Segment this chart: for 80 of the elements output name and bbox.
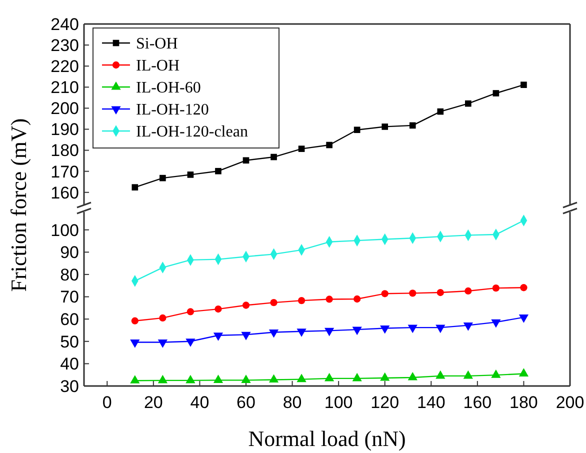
y-tick-label: 220 <box>50 57 79 76</box>
point <box>492 90 500 96</box>
point <box>409 290 416 297</box>
y-tick-label: 100 <box>50 220 79 240</box>
point <box>408 372 418 380</box>
point <box>298 297 306 304</box>
y-tick-label: 170 <box>50 162 79 182</box>
point <box>520 284 528 292</box>
y-tick-label: 50 <box>60 332 79 352</box>
point <box>464 287 472 295</box>
point <box>436 370 446 379</box>
legend-label: Si-OH <box>136 36 178 53</box>
point <box>186 308 194 316</box>
point <box>270 154 277 160</box>
point <box>491 370 501 378</box>
point <box>214 305 222 313</box>
point <box>131 317 138 324</box>
point <box>187 172 194 178</box>
point <box>158 374 168 384</box>
point <box>296 374 306 382</box>
point <box>382 124 388 130</box>
point <box>436 288 444 296</box>
point <box>242 157 250 164</box>
x-tick-label: 100 <box>324 393 353 412</box>
point <box>326 142 332 148</box>
y-tick-label: 240 <box>50 14 79 34</box>
point <box>326 296 333 303</box>
x-tick-label: 200 <box>556 393 584 412</box>
point <box>298 146 305 152</box>
x-tick-label: 60 <box>236 393 256 412</box>
y-tick-label: 210 <box>50 78 79 98</box>
point <box>437 108 444 115</box>
y-tick-label: 60 <box>60 310 79 330</box>
y-tick-label: 30 <box>60 376 79 396</box>
x-tick-label: 20 <box>144 393 163 412</box>
point <box>130 375 140 384</box>
point <box>132 184 138 190</box>
y-tick-label: 200 <box>50 99 79 118</box>
point <box>518 368 529 377</box>
y-tick-label: 40 <box>60 354 79 374</box>
point <box>381 290 388 298</box>
point <box>352 372 362 382</box>
point <box>324 372 334 382</box>
x-tick-label: 0 <box>102 393 112 412</box>
y-tick-label: 160 <box>50 183 79 202</box>
point <box>215 168 222 174</box>
legend-label: IL-OH-120 <box>136 102 209 119</box>
y-tick-label: 70 <box>60 288 79 307</box>
point <box>186 374 196 384</box>
point <box>270 299 278 306</box>
x-tick-label: 140 <box>416 393 446 412</box>
x-tick-label: 80 <box>282 393 302 412</box>
point <box>242 302 250 309</box>
y-tick-label: 180 <box>50 141 79 160</box>
legend-label: IL-OH-60 <box>136 80 201 97</box>
y-tick-label: 230 <box>50 36 79 55</box>
y-tick-label: 80 <box>60 265 79 284</box>
x-tick-label: 40 <box>190 393 210 412</box>
point <box>354 295 361 303</box>
point <box>409 122 416 129</box>
x-tick-label: 120 <box>370 393 400 412</box>
point <box>463 370 473 379</box>
point <box>159 314 166 322</box>
legend-label: IL-OH <box>136 58 180 75</box>
x-axis-title: Normal load (nN) <box>248 426 406 451</box>
point <box>268 374 279 383</box>
y-tick-label: 90 <box>60 243 79 262</box>
point <box>160 174 166 182</box>
point <box>354 126 360 134</box>
point <box>241 374 251 383</box>
y-axis-title: Friction force (mV) <box>6 118 31 292</box>
point <box>492 284 500 292</box>
point <box>213 374 224 383</box>
point <box>520 82 527 88</box>
point <box>380 372 390 381</box>
legend-label: IL-OH-120-clean <box>136 124 248 141</box>
y-tick-label: 190 <box>50 120 79 140</box>
x-tick-label: 180 <box>510 393 538 412</box>
x-tick-label: 160 <box>463 393 492 412</box>
point <box>465 100 472 107</box>
